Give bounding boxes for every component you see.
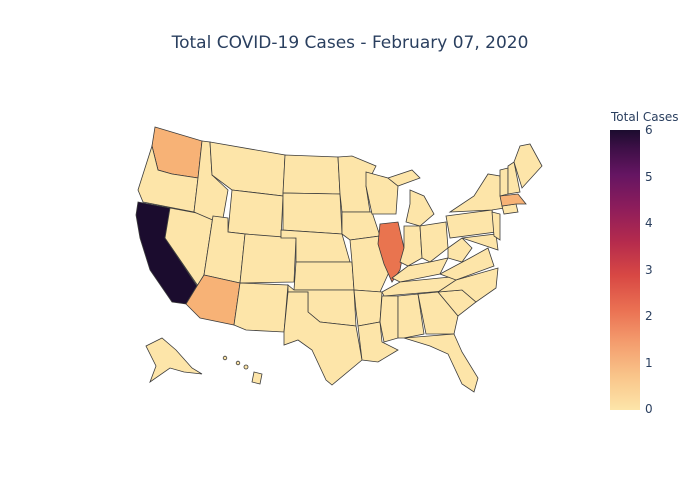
state-west-virginia[interactable] bbox=[447, 237, 473, 263]
state-colorado[interactable] bbox=[239, 233, 297, 284]
state-new-jersey[interactable] bbox=[491, 211, 501, 241]
state-iowa[interactable] bbox=[341, 211, 381, 241]
state-mississippi[interactable] bbox=[379, 295, 399, 343]
state-kansas[interactable] bbox=[293, 261, 355, 291]
state-massachusetts[interactable] bbox=[499, 193, 527, 207]
colorbar-tick: 5 bbox=[645, 170, 653, 184]
state-south-dakota[interactable] bbox=[282, 192, 343, 235]
state-alaska[interactable] bbox=[145, 337, 203, 384]
state-virginia[interactable] bbox=[439, 247, 495, 281]
map-title: Total COVID-19 Cases - February 07, 2020 bbox=[171, 33, 529, 53]
colorbar-tick: 1 bbox=[645, 356, 653, 370]
state-north-dakota[interactable] bbox=[282, 154, 341, 195]
state-ohio[interactable] bbox=[419, 221, 449, 263]
colorbar-tick: 2 bbox=[645, 309, 653, 323]
state-michigan[interactable] bbox=[387, 169, 421, 187]
colorbar-tick: 0 bbox=[645, 402, 653, 416]
colorbar-tick: 3 bbox=[645, 263, 653, 277]
state-vermont[interactable] bbox=[499, 167, 509, 197]
state-maine[interactable] bbox=[513, 143, 543, 189]
state-hawaii-3[interactable] bbox=[243, 364, 249, 370]
state-georgia[interactable] bbox=[417, 291, 459, 335]
colorbar bbox=[610, 130, 640, 410]
state-new-mexico[interactable] bbox=[233, 282, 289, 333]
state-alabama[interactable] bbox=[397, 293, 425, 339]
state-hawaii-1[interactable] bbox=[222, 355, 228, 361]
colorbar-tick: 4 bbox=[645, 216, 653, 230]
state-hawaii-4[interactable] bbox=[251, 371, 263, 385]
state-maryland[interactable] bbox=[461, 233, 499, 251]
state-hawaii-2[interactable] bbox=[235, 360, 241, 366]
state-michigan-lower[interactable] bbox=[405, 189, 435, 227]
state-minnesota[interactable] bbox=[337, 155, 377, 213]
state-florida[interactable] bbox=[403, 333, 479, 393]
state-arkansas[interactable] bbox=[353, 289, 383, 327]
state-new-york[interactable] bbox=[448, 173, 505, 213]
state-wyoming[interactable] bbox=[227, 189, 284, 239]
colorbar-tick: 6 bbox=[645, 123, 653, 137]
colorbar-title: Total Cases bbox=[611, 110, 679, 124]
state-north-carolina[interactable] bbox=[437, 267, 499, 303]
state-pennsylvania[interactable] bbox=[445, 209, 497, 239]
state-new-hampshire[interactable] bbox=[507, 161, 521, 195]
